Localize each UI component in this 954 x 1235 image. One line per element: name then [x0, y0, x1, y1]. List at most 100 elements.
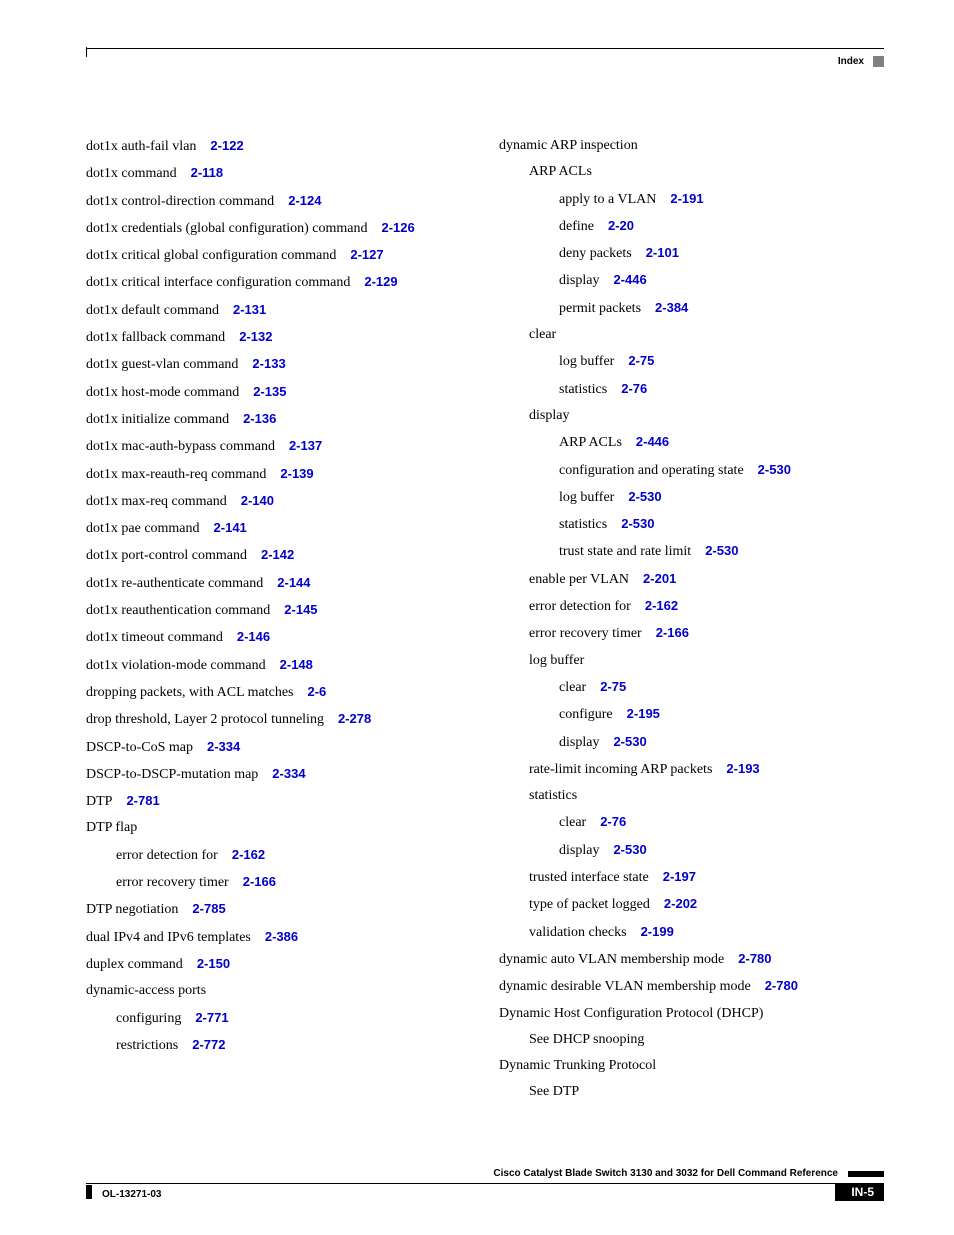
page-ref-link[interactable]: 2-139 [280, 466, 313, 481]
page-ref-link[interactable]: 2-127 [350, 247, 383, 262]
page-ref-link[interactable]: 2-530 [705, 543, 738, 558]
index-entry: dot1x default command2-131 [86, 302, 471, 320]
entry-text: configuring [116, 1011, 181, 1026]
page-ref-link[interactable]: 2-530 [758, 462, 791, 477]
page-ref-link[interactable]: 2-6 [308, 684, 327, 699]
page-ref-link[interactable]: 2-530 [613, 842, 646, 857]
page-ref-link[interactable]: 2-530 [628, 489, 661, 504]
entry-text: dot1x max-reauth-req command [86, 467, 266, 482]
entry-text: trusted interface state [529, 870, 649, 885]
page-ref-link[interactable]: 2-75 [628, 353, 654, 368]
page-ref-link[interactable]: 2-140 [241, 493, 274, 508]
page-ref-link[interactable]: 2-126 [381, 220, 414, 235]
page-ref-link[interactable]: 2-780 [765, 978, 798, 993]
page-ref-link[interactable]: 2-195 [627, 706, 660, 721]
page-ref-link[interactable]: 2-150 [197, 956, 230, 971]
page-ref-link[interactable]: 2-781 [126, 793, 159, 808]
page-ref-link[interactable]: 2-785 [192, 901, 225, 916]
entry-text: dot1x command [86, 166, 177, 181]
entry-text: dynamic-access ports [86, 983, 206, 998]
page-ref-link[interactable]: 2-75 [600, 679, 626, 694]
page-ref-link[interactable]: 2-772 [192, 1037, 225, 1052]
index-entry: DSCP-to-DSCP-mutation map2-334 [86, 766, 471, 784]
page-ref-link[interactable]: 2-530 [621, 516, 654, 531]
index-entry: ARP ACLs [499, 164, 884, 181]
page-ref-link[interactable]: 2-201 [643, 571, 676, 586]
page-ref-link[interactable]: 2-334 [207, 739, 240, 754]
page-ref-link[interactable]: 2-145 [284, 602, 317, 617]
index-entry: drop threshold, Layer 2 protocol tunneli… [86, 711, 471, 729]
index-entry: DTP2-781 [86, 793, 471, 811]
entry-text: display [559, 735, 599, 750]
page-ref-link[interactable]: 2-191 [670, 191, 703, 206]
page-ref-link[interactable]: 2-137 [289, 438, 322, 453]
index-entry: clear2-75 [499, 679, 884, 697]
page-ref-link[interactable]: 2-780 [738, 951, 771, 966]
page-ref-link[interactable]: 2-135 [253, 384, 286, 399]
entry-text: dot1x auth-fail vlan [86, 139, 196, 154]
entry-text: dot1x re-authenticate command [86, 576, 263, 591]
footer-left-bar-icon [86, 1185, 92, 1199]
page-ref-link[interactable]: 2-197 [663, 869, 696, 884]
entry-text: dot1x mac-auth-bypass command [86, 439, 275, 454]
page-ref-link[interactable]: 2-146 [237, 629, 270, 644]
page-ref-link[interactable]: 2-193 [726, 761, 759, 776]
index-entry: See DTP [499, 1084, 884, 1101]
entry-text: dot1x host-mode command [86, 385, 239, 400]
page-ref-link[interactable]: 2-20 [608, 218, 634, 233]
page-ref-link[interactable]: 2-162 [645, 598, 678, 613]
header-rule [86, 48, 884, 49]
index-entry: apply to a VLAN2-191 [499, 191, 884, 209]
page-ref-link[interactable]: 2-101 [646, 245, 679, 260]
entry-text: dual IPv4 and IPv6 templates [86, 930, 251, 945]
left-column: dot1x auth-fail vlan 2-122 dot1x command 2-… [86, 138, 471, 1111]
page-ref-link[interactable]: 2-148 [280, 657, 313, 672]
page-ref-link[interactable]: 2-771 [195, 1010, 228, 1025]
page-ref-link[interactable]: 2-76 [621, 381, 647, 396]
entry-text: statistics [559, 382, 607, 397]
page-ref-link[interactable]: 2-162 [232, 847, 265, 862]
page-ref-link[interactable]: 2-132 [239, 329, 272, 344]
index-entry: dot1x critical global configuration comm… [86, 247, 471, 265]
header-square-icon [873, 56, 884, 67]
entry-text: statistics [529, 788, 577, 803]
index-columns: dot1x auth-fail vlan 2-122 dot1x command 2-… [86, 138, 884, 1111]
page-ref-link[interactable]: 2-199 [641, 924, 674, 939]
entry-text: ARP ACLs [529, 164, 592, 179]
page-ref-link[interactable]: 2-118 [191, 165, 224, 180]
header-tick [86, 47, 87, 57]
page-ref-link[interactable]: 2-384 [655, 300, 688, 315]
index-entry: clear2-76 [499, 814, 884, 832]
page-ref-link[interactable]: 2-386 [265, 929, 298, 944]
page-ref-link[interactable]: 2-133 [252, 356, 285, 371]
page-ref-link[interactable]: 2-446 [636, 434, 669, 449]
page-ref-link[interactable]: 2-166 [243, 874, 276, 889]
page-ref-link[interactable]: 2-142 [261, 547, 294, 562]
entry-text: dot1x critical global configuration comm… [86, 248, 336, 263]
entry-text: dot1x timeout command [86, 630, 223, 645]
page-ref-link[interactable]: 2-136 [243, 411, 276, 426]
index-entry: dot1x host-mode command 2-135 [86, 384, 471, 402]
page-ref-link[interactable]: 2-124 [288, 193, 321, 208]
page-ref-link[interactable]: 2-166 [656, 625, 689, 640]
index-entry: Dynamic Host Configuration Protocol (DHC… [499, 1006, 884, 1023]
page-ref-link[interactable]: 2-76 [600, 814, 626, 829]
page-ref-link[interactable]: 2-446 [613, 272, 646, 287]
entry-text: DTP negotiation [86, 902, 178, 917]
page-ref-link[interactable]: 2-202 [664, 896, 697, 911]
page-ref-link[interactable]: 2-334 [272, 766, 305, 781]
page-ref-link[interactable]: 2-131 [233, 302, 266, 317]
entry-text: ARP ACLs [559, 435, 622, 450]
page-ref-link[interactable]: 2-278 [338, 711, 371, 726]
index-entry: error recovery timer2-166 [499, 625, 884, 643]
page-ref-link[interactable]: 2-122 [210, 138, 243, 153]
entry-text: log buffer [559, 354, 614, 369]
page-ref-link[interactable]: 2-144 [277, 575, 310, 590]
header-label: Index [838, 56, 864, 67]
page-ref-link[interactable]: 2-129 [364, 274, 397, 289]
entry-text: type of packet logged [529, 897, 650, 912]
page-ref-link[interactable]: 2-141 [214, 520, 247, 535]
index-entry: DTP negotiation 2-785 [86, 901, 471, 919]
page-ref-link[interactable]: 2-530 [613, 734, 646, 749]
footer-rule: OL-13271-03 IN-5 [86, 1183, 884, 1201]
